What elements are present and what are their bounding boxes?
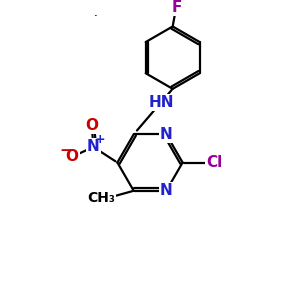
Text: N: N — [160, 127, 173, 142]
Text: N: N — [160, 183, 173, 198]
Text: N: N — [87, 140, 100, 154]
Text: +: + — [94, 134, 105, 146]
Text: Cl: Cl — [206, 155, 223, 170]
Text: O: O — [65, 149, 79, 164]
Text: O: O — [85, 118, 98, 133]
Text: −: − — [59, 143, 72, 158]
Text: CH₃: CH₃ — [87, 191, 115, 205]
Text: F: F — [172, 0, 182, 15]
Text: HN: HN — [148, 95, 174, 110]
